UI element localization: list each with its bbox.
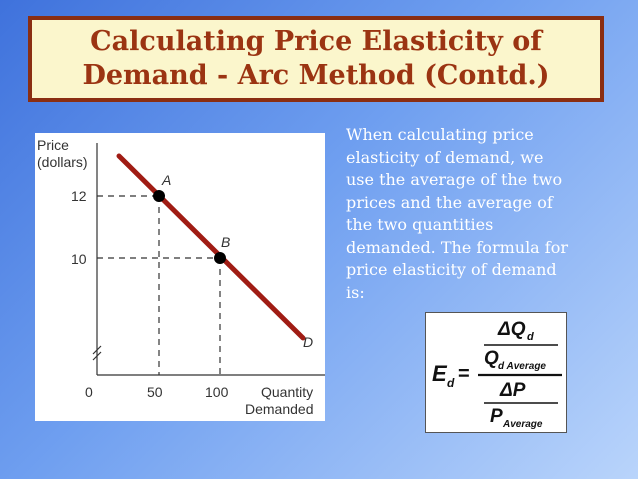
formula-den-bottom: P — [490, 406, 503, 427]
x-axis-label-1: Quantity — [261, 384, 313, 400]
formula-num-top-sub: d — [527, 331, 534, 343]
y-axis-label-2: (dollars) — [37, 154, 88, 170]
demand-diagram-panel: Price (dollars) Quantity Demanded 12 10 … — [35, 133, 325, 421]
description-line: price elasticity of demand — [346, 260, 557, 279]
demand-curve — [116, 153, 306, 341]
formula-lhs: E — [432, 361, 448, 386]
curve-label-d: D — [303, 334, 313, 350]
formula-num-bottom: Q — [484, 348, 499, 369]
formula-num-top: ΔQ — [497, 319, 526, 340]
point-b — [214, 252, 226, 264]
elasticity-formula: E d = ΔQ d Q d Average ΔP P Average — [425, 312, 567, 433]
title-box: Calculating Price Elasticity of Demand -… — [28, 16, 604, 102]
formula-den-bottom-sub: Average — [502, 419, 543, 430]
description-line: prices and the average of — [346, 192, 553, 212]
y-tick-label-10: 10 — [71, 251, 87, 267]
y-axis-label-1: Price — [37, 137, 69, 153]
x-tick-label-100: 100 — [205, 384, 229, 400]
axis-break-mark-1 — [92, 345, 102, 355]
point-a — [153, 190, 165, 202]
description-line: elasticity of demand, we — [346, 147, 544, 167]
formula-equals: = — [458, 363, 470, 385]
point-a-label: A — [161, 172, 171, 188]
formula-graphic: E d = ΔQ d Q d Average ΔP P Average — [432, 319, 562, 430]
x-axis-label-2: Demanded — [245, 401, 314, 417]
description-text: When calculating price elasticity of dem… — [346, 124, 608, 304]
axis-break-mark-2 — [92, 351, 102, 361]
formula-num-bottom-sub: d Average — [498, 361, 546, 372]
demand-diagram: Price (dollars) Quantity Demanded 12 10 … — [37, 137, 325, 417]
y-tick-label-12: 12 — [71, 188, 87, 204]
formula-lhs-sub: d — [447, 376, 455, 390]
description-line: When calculating price — [346, 125, 534, 144]
description-line: is: — [346, 282, 365, 302]
x-tick-label-0: 0 — [85, 384, 93, 400]
slide-title-line-1: Calculating Price Elasticity of — [90, 26, 542, 57]
description-line: demanded. The formula for — [346, 237, 569, 257]
slide-title-line-2: Demand - Arc Method (Contd.) — [82, 60, 550, 91]
description-line: use the average of the two — [346, 170, 563, 189]
description-line: the two quantities — [346, 215, 494, 234]
point-b-label: B — [221, 234, 230, 250]
formula-den-top: ΔP — [499, 380, 526, 401]
x-tick-label-50: 50 — [147, 384, 163, 400]
